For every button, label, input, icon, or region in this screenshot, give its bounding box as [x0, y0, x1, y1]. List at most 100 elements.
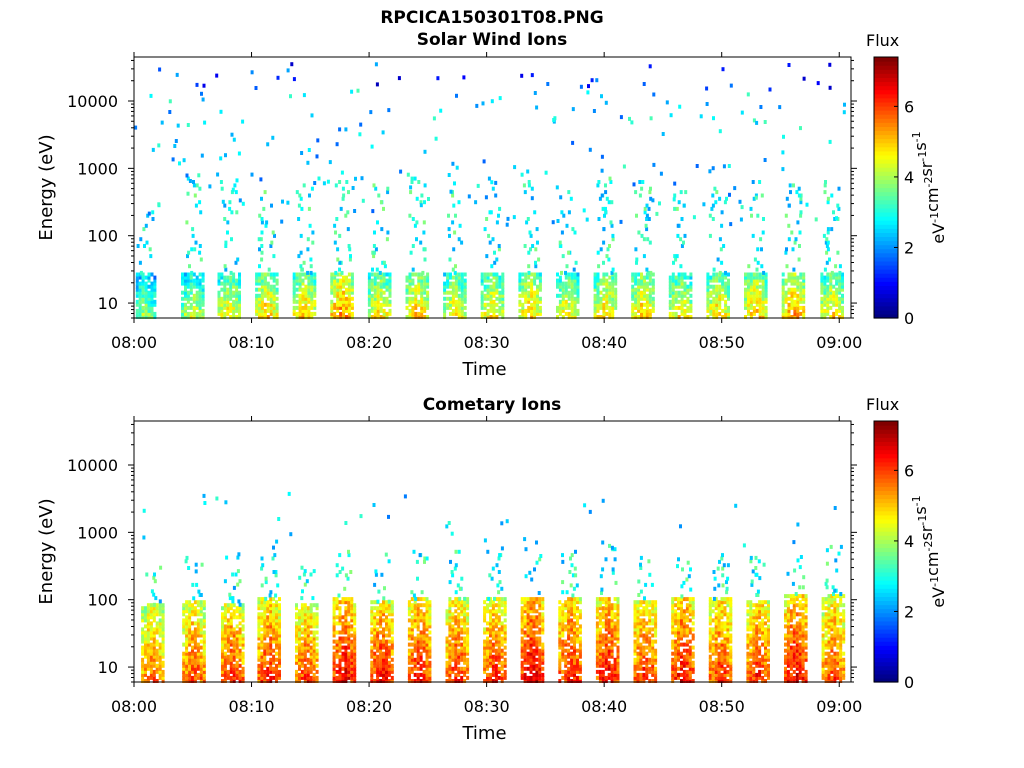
burst-cell	[637, 293, 641, 298]
burst-cell	[802, 311, 806, 316]
burst-cell	[226, 639, 230, 644]
burst-cell	[266, 666, 270, 671]
burst-cell	[417, 272, 421, 277]
burst-cell	[385, 621, 388, 626]
burst-cell	[497, 648, 501, 653]
burst-cell	[266, 615, 270, 620]
burst-cell	[605, 302, 609, 307]
burst-cell	[332, 660, 336, 665]
burst-cell	[614, 296, 618, 301]
burst-cell	[715, 275, 719, 280]
burst-cell	[527, 281, 531, 286]
burst-cell	[796, 281, 800, 286]
burst-cell	[353, 645, 357, 650]
burst-cell	[309, 639, 313, 644]
burst-cell	[191, 606, 194, 611]
burst-cell	[201, 299, 205, 304]
burst-cell	[631, 287, 635, 292]
halo-cell	[720, 223, 724, 228]
burst-cell	[501, 311, 505, 316]
burst-cell	[387, 663, 391, 668]
colorbar-band	[874, 244, 898, 250]
colorbar-band	[874, 305, 898, 311]
burst-cell	[425, 612, 429, 617]
halo-cell	[599, 247, 603, 252]
colorbar-unit-label: eV-1cm-2sr-1s-1	[910, 131, 948, 243]
burst-cell	[448, 597, 452, 602]
burst-cell	[425, 679, 429, 683]
burst-cell	[445, 660, 449, 665]
speckle-cell	[231, 187, 235, 192]
burst-cell	[141, 651, 145, 656]
burst-cell	[255, 272, 259, 277]
burst-cell	[486, 621, 489, 626]
burst-cell	[275, 302, 279, 307]
burst-cell	[486, 606, 489, 611]
burst-cell	[309, 675, 313, 680]
burst-cell	[260, 663, 264, 668]
halo-cell	[534, 247, 538, 252]
burst-cell	[298, 624, 301, 629]
burst-cell	[191, 612, 194, 617]
burst-cell	[184, 284, 187, 289]
burst-cell	[226, 636, 230, 641]
burst-cell	[266, 672, 270, 677]
burst-cell	[198, 311, 202, 316]
burst-cell	[744, 278, 747, 283]
speckle-cell	[224, 153, 227, 158]
burst-cell	[761, 284, 765, 289]
burst-cell	[498, 305, 502, 310]
burst-cell	[648, 275, 652, 280]
halo-cell	[711, 203, 715, 208]
speckle-cell	[451, 161, 455, 166]
burst-cell	[191, 666, 194, 671]
burst-cell	[221, 663, 224, 668]
burst-cell	[146, 675, 150, 680]
burst-cell	[538, 308, 542, 313]
burst-cell	[146, 612, 150, 617]
burst-cell	[226, 287, 230, 292]
speckle-cell	[302, 93, 306, 98]
burst-cell	[266, 293, 270, 298]
burst-cell	[303, 669, 307, 674]
burst-cell	[480, 281, 484, 286]
burst-cell	[787, 315, 791, 319]
burst-cell	[196, 672, 200, 677]
colorbar-band	[874, 269, 898, 274]
halo-cell	[718, 196, 722, 201]
burst-cell	[449, 284, 452, 289]
burst-cell	[420, 290, 424, 295]
burst-cell	[344, 606, 348, 611]
burst-cell	[445, 618, 449, 623]
burst-cell	[463, 600, 467, 605]
burst-cell	[335, 679, 339, 683]
halo-cell	[524, 547, 528, 552]
burst-cell	[182, 618, 186, 623]
burst-cell	[489, 287, 493, 292]
burst-cell	[141, 675, 145, 680]
burst-cell	[201, 302, 205, 307]
burst-cell	[202, 660, 206, 665]
burst-cell	[335, 606, 339, 611]
burst-cell	[420, 299, 424, 304]
burst-cell	[161, 636, 165, 641]
colorbar-band	[874, 248, 898, 254]
halo-cell	[374, 569, 378, 574]
burst-cell	[526, 621, 530, 626]
burst-cell	[423, 315, 427, 319]
burst-cell	[709, 284, 713, 289]
burst-cell	[350, 654, 354, 659]
burst-cell	[520, 672, 524, 677]
burst-cell	[460, 666, 464, 671]
burst-cell	[306, 618, 310, 623]
burst-cell	[255, 302, 259, 307]
burst-cell	[353, 651, 357, 656]
halo-cell	[297, 217, 301, 221]
halo-cell	[558, 240, 562, 245]
burst-cell	[538, 648, 542, 653]
burst-cell	[787, 311, 791, 316]
burst-cell	[338, 609, 342, 614]
burst-cell	[460, 679, 464, 683]
burst-cell	[758, 305, 762, 310]
halo-cell	[295, 190, 299, 195]
